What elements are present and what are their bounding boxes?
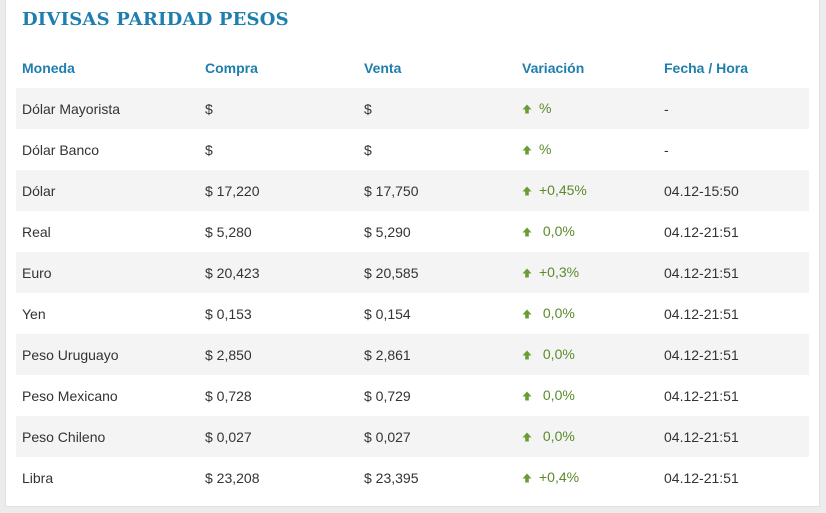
cell-venta: $ bbox=[358, 88, 516, 129]
arrow-up-icon bbox=[522, 183, 532, 199]
variacion-value: +0,4% bbox=[539, 469, 580, 486]
cell-variacion: +0,4% bbox=[516, 457, 658, 498]
variacion-value: 0,0% bbox=[539, 387, 575, 404]
table-row: Dólar Banco $ $ % - bbox=[16, 129, 809, 170]
arrow-up-icon bbox=[522, 347, 532, 363]
arrow-up-icon bbox=[522, 388, 532, 404]
cell-compra: $ 2,850 bbox=[199, 334, 358, 375]
table-row: Peso Mexicano $ 0,728 $ 0,729 0,0% 04.12… bbox=[16, 375, 809, 416]
panel-title: DIVISAS PARIDAD PESOS bbox=[22, 9, 289, 30]
header-moneda: Moneda bbox=[22, 59, 75, 76]
cell-variacion: % bbox=[516, 129, 658, 170]
cell-moneda: Peso Mexicano bbox=[16, 375, 199, 416]
cell-venta: $ 2,861 bbox=[358, 334, 516, 375]
cell-moneda: Peso Uruguayo bbox=[16, 334, 199, 375]
cell-fecha: 04.12-21:51 bbox=[658, 334, 809, 375]
cell-variacion: 0,0% bbox=[516, 293, 658, 334]
cell-moneda: Yen bbox=[16, 293, 199, 334]
cell-venta: $ 0,154 bbox=[358, 293, 516, 334]
cell-fecha: - bbox=[658, 88, 809, 129]
variacion-value: +0,3% bbox=[539, 264, 580, 281]
header-fecha: Fecha / Hora bbox=[664, 59, 749, 76]
variacion-value: 0,0% bbox=[539, 305, 575, 322]
variacion-value: % bbox=[539, 141, 552, 158]
cell-venta: $ 0,027 bbox=[358, 416, 516, 457]
arrow-up-icon bbox=[522, 265, 532, 281]
cell-fecha: 04.12-21:51 bbox=[658, 293, 809, 334]
arrow-up-icon bbox=[522, 142, 532, 158]
header-variacion: Variación bbox=[522, 59, 585, 76]
cell-venta: $ 17,750 bbox=[358, 170, 516, 211]
table-row: Libra $ 23,208 $ 23,395 +0,4% 04.12-21:5… bbox=[16, 457, 809, 498]
cell-moneda: Dólar Banco bbox=[16, 129, 199, 170]
cell-moneda: Dólar bbox=[16, 170, 199, 211]
cell-fecha: - bbox=[658, 129, 809, 170]
cell-venta: $ 5,290 bbox=[358, 211, 516, 252]
variacion-value: 0,0% bbox=[539, 346, 575, 363]
table-row: Euro $ 20,423 $ 20,585 +0,3% 04.12-21:51 bbox=[16, 252, 809, 293]
cell-venta: $ 20,585 bbox=[358, 252, 516, 293]
variacion-value: +0,45% bbox=[539, 182, 587, 199]
cell-compra: $ bbox=[199, 129, 358, 170]
table-row: Yen $ 0,153 $ 0,154 0,0% 04.12-21:51 bbox=[16, 293, 809, 334]
variacion-value: 0,0% bbox=[539, 428, 575, 445]
arrow-up-icon bbox=[522, 470, 532, 486]
table-row: Dólar Mayorista $ $ % - bbox=[16, 88, 809, 129]
cell-fecha: 04.12-21:51 bbox=[658, 457, 809, 498]
cell-compra: $ 0,153 bbox=[199, 293, 358, 334]
table-row: Peso Chileno $ 0,027 $ 0,027 0,0% 04.12-… bbox=[16, 416, 809, 457]
variacion-value: 0,0% bbox=[539, 223, 575, 240]
cell-fecha: 04.12-21:51 bbox=[658, 416, 809, 457]
cell-variacion: % bbox=[516, 88, 658, 129]
cell-moneda: Dólar Mayorista bbox=[16, 88, 199, 129]
cell-moneda: Libra bbox=[16, 457, 199, 498]
cell-variacion: +0,3% bbox=[516, 252, 658, 293]
table-row: Dólar $ 17,220 $ 17,750 +0,45% 04.12-15:… bbox=[16, 170, 809, 211]
cell-variacion: 0,0% bbox=[516, 334, 658, 375]
cell-fecha: 04.12-21:51 bbox=[658, 375, 809, 416]
cell-venta: $ 23,395 bbox=[358, 457, 516, 498]
cell-venta: $ bbox=[358, 129, 516, 170]
cell-moneda: Peso Chileno bbox=[16, 416, 199, 457]
table-row: Peso Uruguayo $ 2,850 $ 2,861 0,0% 04.12… bbox=[16, 334, 809, 375]
cell-moneda: Euro bbox=[16, 252, 199, 293]
arrow-up-icon bbox=[522, 101, 532, 117]
cell-compra: $ 23,208 bbox=[199, 457, 358, 498]
cell-compra: $ 17,220 bbox=[199, 170, 358, 211]
variacion-value: % bbox=[539, 100, 552, 117]
cell-compra: $ bbox=[199, 88, 358, 129]
table-row: Real $ 5,280 $ 5,290 0,0% 04.12-21:51 bbox=[16, 211, 809, 252]
header-venta: Venta bbox=[364, 59, 402, 76]
arrow-up-icon bbox=[522, 306, 532, 322]
cell-fecha: 04.12-15:50 bbox=[658, 170, 809, 211]
cell-compra: $ 20,423 bbox=[199, 252, 358, 293]
cell-variacion: 0,0% bbox=[516, 211, 658, 252]
cell-variacion: 0,0% bbox=[516, 375, 658, 416]
cell-variacion: 0,0% bbox=[516, 416, 658, 457]
cell-fecha: 04.12-21:51 bbox=[658, 252, 809, 293]
table-header-row: Moneda Compra Venta Variación Fecha / Ho… bbox=[16, 47, 809, 88]
cell-fecha: 04.12-21:51 bbox=[658, 211, 809, 252]
cell-variacion: +0,45% bbox=[516, 170, 658, 211]
cell-compra: $ 0,728 bbox=[199, 375, 358, 416]
header-compra: Compra bbox=[205, 59, 258, 76]
currency-table: Moneda Compra Venta Variación Fecha / Ho… bbox=[16, 47, 809, 498]
currency-panel: DIVISAS PARIDAD PESOS Moneda Compra Vent… bbox=[5, 0, 820, 507]
cell-compra: $ 0,027 bbox=[199, 416, 358, 457]
arrow-up-icon bbox=[522, 429, 532, 445]
arrow-up-icon bbox=[522, 224, 532, 240]
cell-venta: $ 0,729 bbox=[358, 375, 516, 416]
cell-moneda: Real bbox=[16, 211, 199, 252]
cell-compra: $ 5,280 bbox=[199, 211, 358, 252]
